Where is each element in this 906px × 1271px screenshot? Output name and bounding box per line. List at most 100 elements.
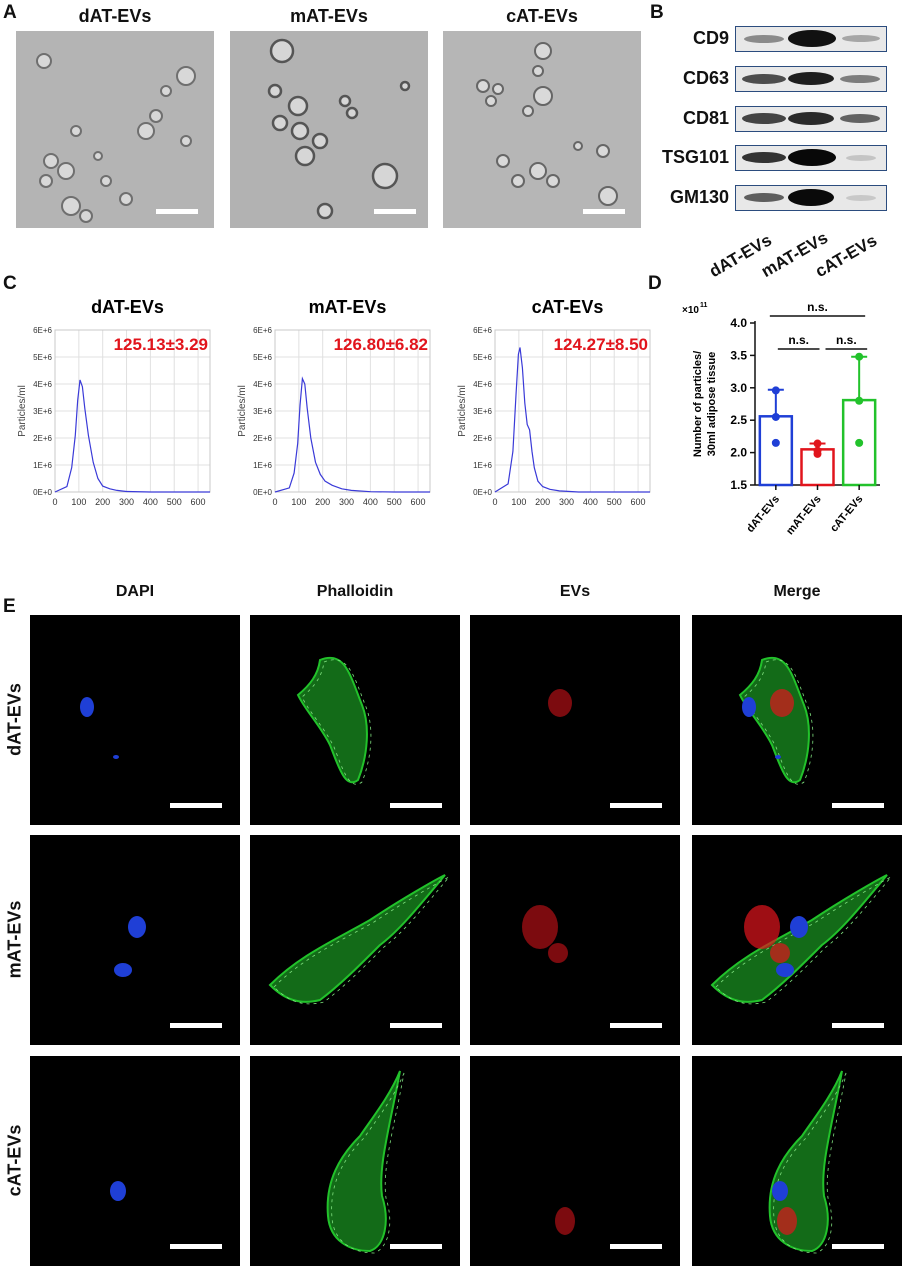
bar-y-multiplier-exp: 11 [700,302,708,309]
cell-fibers [331,1072,405,1254]
micro-mat-evs-evs [470,835,680,1045]
nucleus-1 [776,963,794,977]
bar-ylabel-line2: 30ml adipose tissue [706,352,718,457]
bar-xtick-1: mAT-EVs [784,493,824,537]
tem-vesicles-mat [230,31,428,228]
nta-title-0: dAT-EVs [91,297,164,317]
bar-0 [758,415,794,487]
nta-xtick-1-2: 200 [315,497,330,507]
bar-sig-label-2: n.s. [836,333,857,347]
micro-dat-evs-evs [470,615,680,825]
micro-dat-evs-merge [692,615,902,825]
nta-ytick-2-2: 2E+6 [473,434,492,443]
nta-mean-0: 125.13±3.29 [114,335,208,354]
wb-blot-cd81 [735,106,887,132]
wb-blot-cd63 [735,66,887,92]
ev-spot-1 [770,943,790,963]
micro-svg-2-0 [110,1181,126,1201]
nucleus-0 [790,916,808,938]
nta-plots: dAT-EVs 0E+0 1E+6 2E+6 3E+6 4E+6 5E+6 6E+6 0 100 2… [17,297,651,507]
micro-cat-evs-dapi [30,1056,240,1266]
nucleus-0 [110,1181,126,1201]
nta-xtick-1-6: 600 [411,497,426,507]
nta-xtick-2-6: 600 [631,497,646,507]
nta-ytick-0-6: 6E+6 [33,326,52,335]
bar-point-2-1 [855,396,864,405]
nta-ylabel-1: Particles/ml [237,385,248,437]
micro-dat-evs-phalloidin [250,615,460,825]
cell-fibers [743,659,814,785]
cell-fibers [273,876,450,1005]
row-label-dat-evs: dAT-EVs [4,683,25,756]
micro-mat-evs-phalloidin [250,835,460,1045]
nta-ytick-2-1: 1E+6 [473,461,492,470]
wb-label-cd81: CD81 [682,108,729,128]
nucleus-1 [114,963,132,977]
cell-body [268,874,446,1003]
micro-scalebar [390,1244,442,1249]
tem-image-dat [16,31,214,228]
cell-fibers [301,659,372,785]
nta-ylabel-2: Particles/ml [457,385,468,437]
wb-blot-gm130 [735,185,887,211]
ev-spot-0 [770,689,794,717]
nucleus-0 [128,916,146,938]
nta-ytick-2-5: 5E+6 [473,353,492,362]
ev-spot-0 [744,905,780,949]
micro-scalebar [832,803,884,808]
micro-dat-evs-dapi [30,615,240,825]
nta-mean-2: 124.27±8.50 [554,335,648,354]
bar-sig-label-1: n.s. [788,333,809,347]
nta-xtick-0-0: 0 [52,497,57,507]
micro-scalebar [610,803,662,808]
particle-bar-chart: Number of particles/30ml adipose tissue ×… [682,300,880,537]
bar-ytick-0: 1.5 [730,478,747,492]
nta-ytick-1-3: 3E+6 [253,407,272,416]
channel-title-merge: Merge [773,583,821,600]
row-label-mat-evs: mAT-EVs [4,900,25,979]
nta-xtick-0-3: 300 [119,497,134,507]
micro-scalebar [390,803,442,808]
tem-title-m: mAT-EVs [290,6,368,26]
nta-ytick-0-4: 4E+6 [33,380,52,389]
micro-scalebar [832,1244,884,1249]
bar-ytick-1: 2.0 [730,446,747,460]
micro-svg-2-2 [555,1207,575,1235]
nta-xtick-2-5: 500 [607,497,622,507]
channel-title-dapi: DAPI [115,583,155,600]
bar-xtick-2: cAT-EVs [828,493,865,534]
micro-svg-0-3 [738,656,814,785]
micro-svg-0-1 [296,656,372,785]
nta-ytick-2-6: 6E+6 [473,326,492,335]
bar-ytick-4: 3.5 [730,348,747,362]
bar-point-1-2 [813,439,822,448]
nta-xtick-2-0: 0 [492,497,497,507]
panel-label-b: B [650,2,664,23]
micro-scalebar [610,1023,662,1028]
cell-fibers [715,876,892,1005]
nta-frame-1 [274,329,431,493]
nta-xtick-0-1: 100 [71,497,86,507]
nta-ytick-2-3: 3E+6 [473,407,492,416]
nta-xtick-1-5: 500 [387,497,402,507]
tem-scalebar-d [156,209,198,214]
nta-series-line-1 [274,376,430,493]
nta-ytick-1-4: 4E+6 [253,380,272,389]
tem-scalebar-m [374,209,416,214]
micro-svg-0-0 [80,697,119,759]
ev-spot-0 [522,905,558,949]
nucleus-1 [775,755,781,759]
tem-image-cat [443,31,641,228]
panel-label-e: E [3,596,16,617]
nta-xtick-1-4: 400 [363,497,378,507]
micro-svg-1-0 [114,916,146,977]
cell-body [710,874,888,1003]
nta-ytick-2-0: 0E+0 [473,488,492,497]
micro-svg-1-3 [710,874,892,1005]
bar-y-multiplier: ×10 [682,305,699,316]
micro-scalebar [170,803,222,808]
nta-xtick-0-5: 500 [167,497,182,507]
ev-spot-0 [555,1207,575,1235]
nta-series-line-0 [54,379,210,493]
cell-body [738,656,810,784]
